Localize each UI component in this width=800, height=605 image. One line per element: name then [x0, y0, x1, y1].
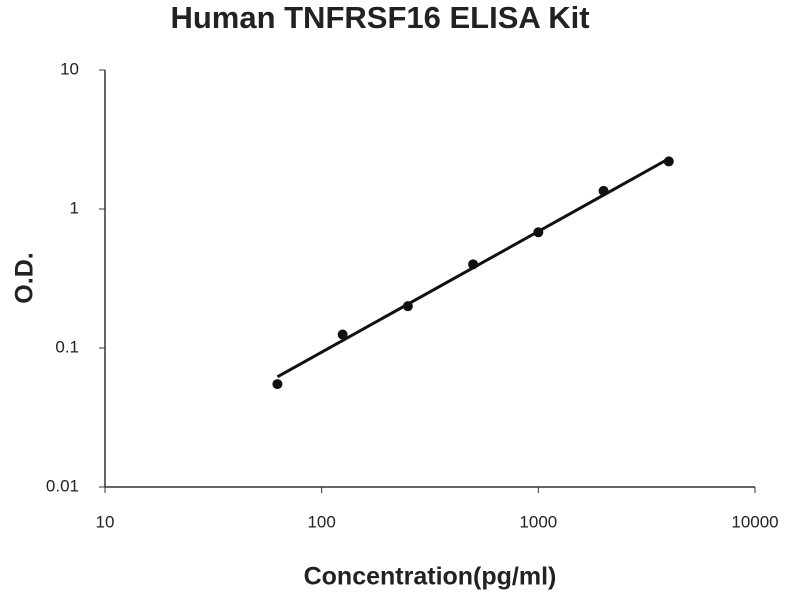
x-axis-label: Concentration(pg/ml)	[304, 563, 557, 591]
y-tick-label: 10	[60, 59, 79, 78]
x-tick-label: 1000	[519, 512, 557, 531]
x-tick-label: 10000	[731, 512, 778, 531]
y-axis-label: O.D.	[11, 252, 39, 303]
data-point	[402, 301, 413, 312]
data-point	[533, 227, 544, 238]
x-tick-label: 100	[307, 512, 335, 531]
data-point	[598, 185, 609, 196]
data-point	[663, 156, 674, 167]
y-tick-label: 0.1	[55, 337, 79, 356]
y-tick-label: 1	[70, 198, 79, 217]
data-point	[337, 329, 348, 340]
chart-title: Human TNFRSF16 ELISA Kit	[170, 0, 589, 35]
x-tick-label: 10	[96, 512, 115, 531]
data-point	[272, 379, 283, 390]
y-tick-label: 0.01	[46, 476, 79, 495]
data-point	[468, 259, 479, 270]
